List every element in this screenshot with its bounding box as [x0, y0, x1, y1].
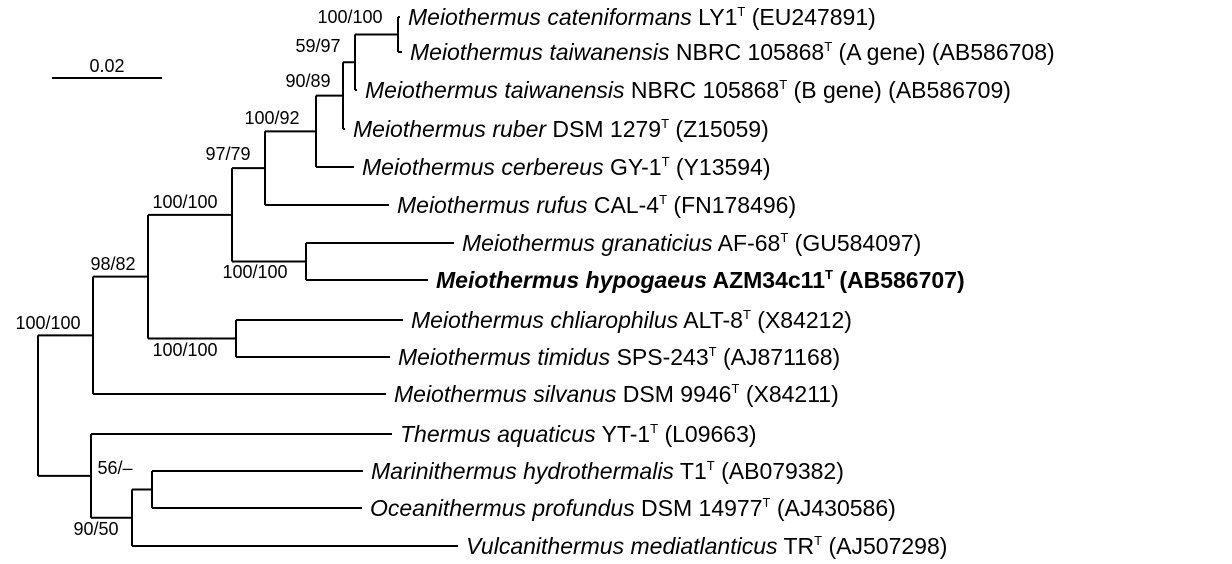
bootstrap-ruber-group: 90/89 — [285, 71, 330, 91]
bootstrap-marinithermus-group: 56/– — [97, 458, 132, 478]
scale-bar-label: 0.02 — [89, 56, 124, 76]
type-strain-mark: T — [779, 77, 787, 92]
bootstrap-core: 100/100 — [152, 192, 217, 212]
bootstrap-granaticius-pair: 100/100 — [222, 262, 287, 282]
bootstrap-rufus-group: 97/79 — [205, 144, 250, 164]
taxon-species-name: Meiothermus ruber — [353, 116, 547, 142]
taxon-strain: YT-1 — [596, 421, 651, 447]
bootstrap-taiwanensis-group: 59/97 — [295, 36, 340, 56]
taxon-label: Oceanithermus profundus DSM 14977T (AJ43… — [370, 495, 896, 521]
taxon-label: Meiothermus silvanus DSM 9946T (X84211) — [394, 381, 839, 407]
taxon-label: Meiothermus hypogaeus AZM34c11T (AB58670… — [436, 267, 965, 293]
taxon-accession: (AB586707) — [833, 267, 965, 293]
type-strain-mark: T — [662, 154, 670, 169]
taxon-accession: (AJ507298) — [822, 533, 947, 559]
taxon-species-name: Meiothermus silvanus — [394, 381, 617, 407]
taxon-species-name: Meiothermus chliarophilus — [411, 307, 679, 333]
taxon-species-name: Marinithermus hydrothermalis — [371, 458, 674, 484]
taxon-accession: (AJ430586) — [770, 495, 895, 521]
taxon-label: Marinithermus hydrothermalis T1T (AB0793… — [371, 458, 844, 484]
taxon-label: Meiothermus timidus SPS-243T (AJ871168) — [398, 344, 840, 370]
taxon-accession: (X84211) — [739, 381, 838, 407]
type-strain-mark: T — [650, 421, 658, 436]
taxon-strain: GY-1 — [604, 154, 662, 180]
type-strain-mark: T — [661, 116, 669, 131]
taxon-label: Meiothermus chliarophilus ALT-8T (X84212… — [411, 307, 852, 333]
taxon-strain: CAL-4 — [587, 192, 659, 218]
taxon-strain: NBRC 105868 — [670, 39, 825, 65]
taxon-species-name: Meiothermus timidus — [398, 344, 611, 370]
taxon-accession: (A gene) (AB586708) — [832, 39, 1054, 65]
taxon-species-name: Meiothermus cateniformans — [408, 4, 692, 30]
taxon-label: Meiothermus granaticius AF-68T (GU584097… — [462, 230, 921, 256]
bootstrap-thermus-group: 90/50 — [73, 519, 118, 539]
type-strain-mark: T — [743, 307, 751, 322]
taxon-strain: LY1 — [692, 4, 738, 30]
type-strain-mark: T — [709, 344, 717, 359]
taxon-strain: AF-68 — [713, 230, 781, 256]
type-strain-mark: T — [731, 381, 739, 396]
taxon-strain: DSM 9946 — [616, 381, 731, 407]
taxon-accession: (B gene) (AB586709) — [787, 77, 1011, 103]
taxon-labels: Meiothermus cateniformans LY1T (EU247891… — [353, 4, 1055, 559]
type-strain-mark: T — [737, 4, 745, 19]
taxon-accession: (GU584097) — [788, 230, 921, 256]
taxon-label: Meiothermus rufus CAL-4T (FN178496) — [397, 192, 796, 218]
taxon-accession: (X84212) — [751, 307, 852, 333]
taxon-label: Meiothermus ruber DSM 1279T (Z15059) — [353, 116, 769, 142]
type-strain-mark: T — [780, 230, 788, 245]
taxon-strain: T1 — [674, 458, 707, 484]
taxon-strain: ALT-8 — [678, 307, 743, 333]
type-strain-mark: T — [825, 267, 833, 282]
taxon-strain: TR — [778, 533, 815, 559]
bootstrap-meiothermus: 98/82 — [90, 254, 135, 274]
taxon-label: Thermus aquaticus YT-1T (L09663) — [400, 421, 757, 447]
taxon-strain: DSM 14977 — [635, 495, 763, 521]
taxon-accession: (AJ871168) — [717, 344, 841, 370]
taxon-strain: NBRC 105868 — [625, 77, 780, 103]
taxon-strain: DSM 1279 — [546, 116, 661, 142]
type-strain-mark: T — [814, 533, 822, 548]
bootstrap-cateniformans-pair: 100/100 — [317, 7, 382, 27]
taxon-species-name: Meiothermus taiwanensis — [410, 39, 670, 65]
taxon-species-name: Meiothermus granaticius — [462, 230, 713, 256]
taxon-accession: (L09663) — [658, 421, 756, 447]
taxon-species-name: Meiothermus taiwanensis — [365, 77, 625, 103]
taxon-species-name: Meiothermus cerbereus — [362, 154, 604, 180]
scale-bar: 0.02 — [52, 56, 162, 79]
bootstrap-root: 100/100 — [15, 313, 80, 333]
taxon-label: Vulcanithermus mediatlanticus TRT (AJ507… — [466, 533, 947, 559]
taxon-species-name: Oceanithermus profundus — [370, 495, 635, 521]
bootstrap-values: 100/100 98/82 100/100 97/79 100/92 90/89 59/97… — [15, 7, 382, 539]
bootstrap-cerbereus-group: 100/92 — [244, 108, 299, 128]
type-strain-mark: T — [763, 495, 771, 510]
taxon-label: Meiothermus taiwanensis NBRC 105868T (A … — [410, 39, 1055, 65]
taxon-species-name: Meiothermus rufus — [397, 192, 588, 218]
taxon-accession: (AB079382) — [715, 458, 844, 484]
taxon-species-name: Thermus aquaticus — [400, 421, 596, 447]
taxon-accession: (Y13594) — [670, 154, 771, 180]
type-strain-mark: T — [824, 39, 832, 54]
taxon-species-name: Meiothermus hypogaeus — [436, 267, 707, 293]
taxon-label: Meiothermus cerbereus GY-1T (Y13594) — [362, 154, 771, 180]
taxon-strain: AZM34c11 — [707, 267, 825, 293]
type-strain-mark: T — [707, 458, 715, 473]
taxon-accession: (EU247891) — [745, 4, 875, 30]
taxon-species-name: Vulcanithermus mediatlanticus — [466, 533, 778, 559]
taxon-label: Meiothermus cateniformans LY1T (EU247891… — [408, 4, 876, 30]
taxon-accession: (FN178496) — [667, 192, 796, 218]
tree-branches — [37, 16, 458, 547]
taxon-label: Meiothermus taiwanensis NBRC 105868T (B … — [365, 77, 1011, 103]
taxon-accession: (Z15059) — [669, 116, 769, 142]
bootstrap-chliarophilus-pair: 100/100 — [152, 340, 217, 360]
taxon-strain: SPS-243 — [610, 344, 708, 370]
type-strain-mark: T — [659, 192, 667, 207]
